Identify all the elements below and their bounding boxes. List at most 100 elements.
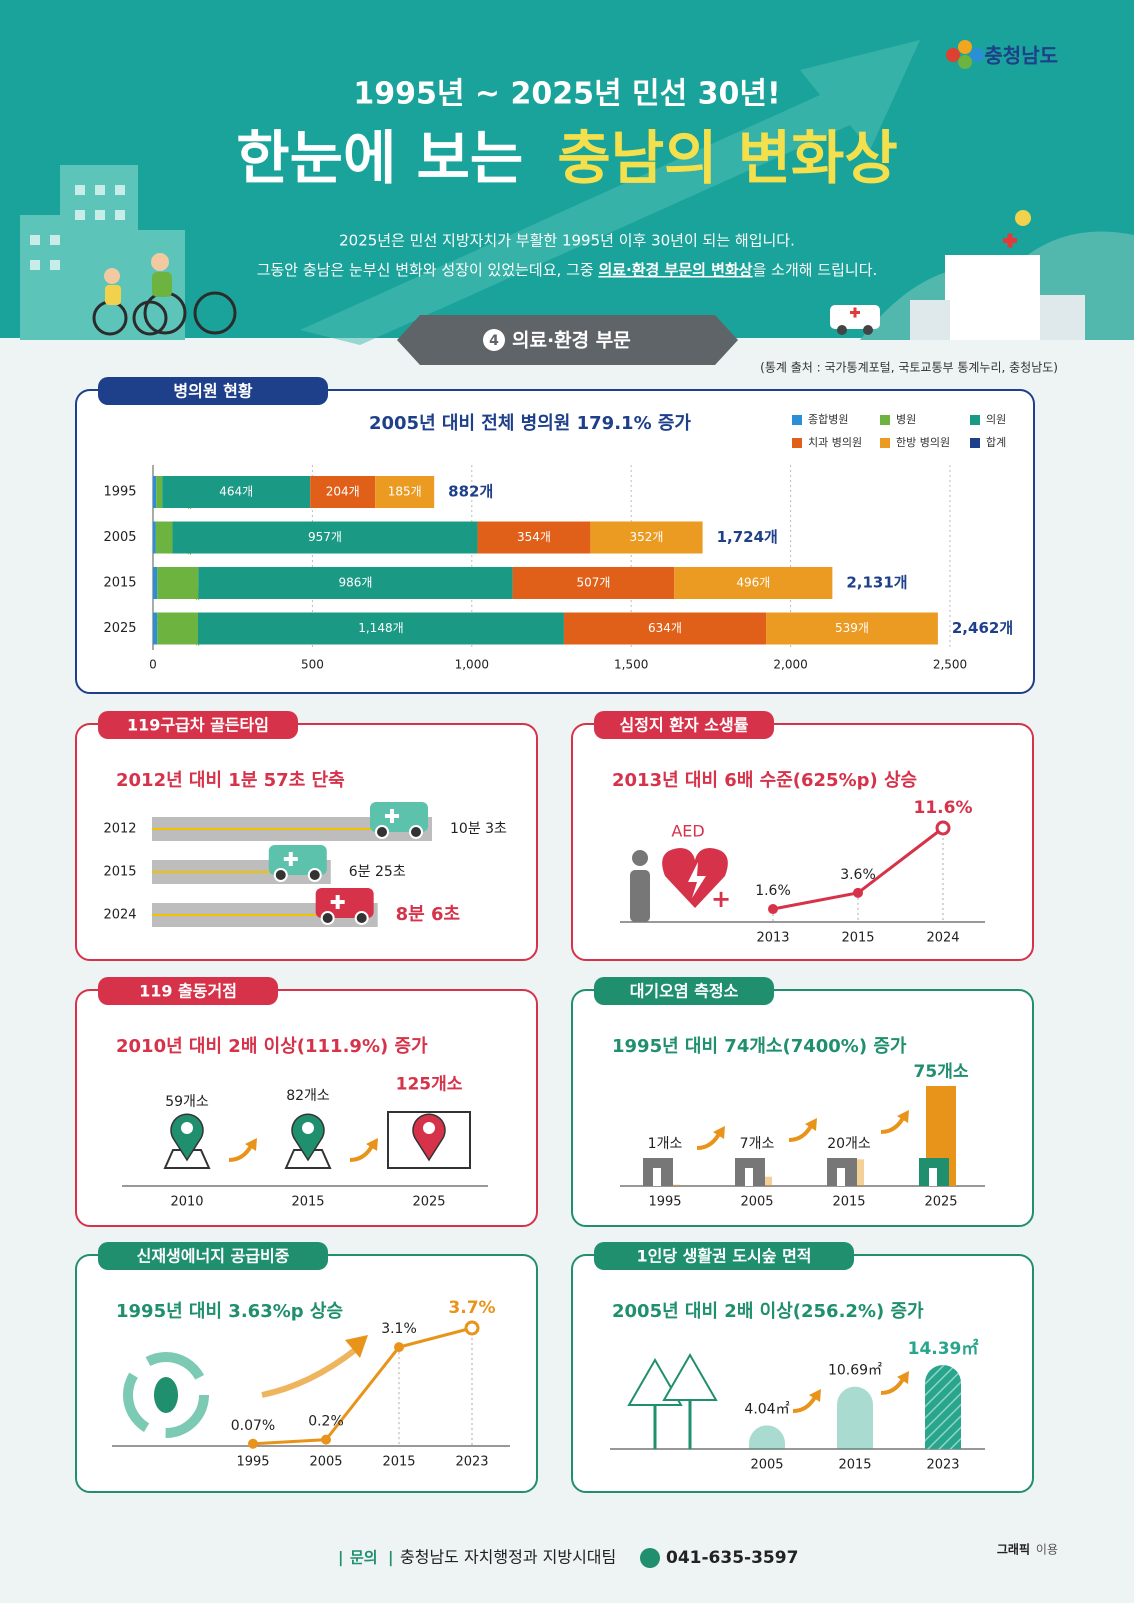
- logo-text: 충청남도: [984, 44, 1058, 68]
- bar-segment: [310, 476, 376, 508]
- value-label: 0.07%: [231, 1418, 275, 1434]
- station-door: [653, 1168, 661, 1186]
- bar-label: 539개: [835, 621, 869, 635]
- line-path: [252, 1326, 473, 1446]
- decor-arrow: [228, 1144, 253, 1162]
- bar-segment: [197, 612, 564, 645]
- arch-bar: [837, 1386, 873, 1449]
- ambulance-wheel: [375, 825, 389, 839]
- point: [935, 820, 951, 836]
- legend-swatch: [880, 438, 890, 448]
- x-tick-label: 0: [149, 658, 157, 672]
- panel: [75, 723, 538, 961]
- footer-divider: |: [338, 1549, 343, 1568]
- decor-arrow: [880, 1116, 905, 1134]
- panel: [571, 1254, 1034, 1493]
- arch-bar: [749, 1425, 785, 1449]
- bar-segment: [157, 567, 199, 599]
- x-tick-label: 2015: [382, 1455, 415, 1470]
- value-label: 8분 6초: [396, 904, 460, 925]
- building-windows: [30, 185, 125, 270]
- panel: [571, 723, 1034, 961]
- point: [853, 887, 863, 898]
- panel-subtitle: 1995년 대비 74개소(7400%) 증가: [612, 1036, 907, 1057]
- bar-label: 957개: [308, 530, 342, 544]
- location-icon: [163, 1113, 211, 1169]
- x-tick-label: 2024: [926, 931, 959, 946]
- x-tick-label: 2025: [924, 1195, 957, 1210]
- intro-emphasis: 의료·환경 부문의 변화상: [598, 261, 752, 279]
- x-tick-label: 2023: [455, 1455, 488, 1470]
- value-label: 14.39㎡: [908, 1338, 979, 1359]
- y-tick-label: 2025: [103, 621, 136, 636]
- bar-segment: [153, 567, 158, 599]
- x-tick-label: 2015: [838, 1458, 871, 1473]
- ambulance-illustration: [830, 305, 880, 335]
- legend-swatch: [970, 415, 980, 425]
- value-label: 4.04㎡: [744, 1401, 789, 1417]
- decor-arrow-head: [366, 1138, 378, 1151]
- panel-subtitle: 2005년 대비 전체 병의원 179.1% 증가: [369, 413, 691, 434]
- x-tick-label: 1,500: [614, 658, 648, 672]
- ambulance-cross: [288, 852, 293, 866]
- decor-arrow-head: [809, 1389, 821, 1402]
- bar-label: 986개: [338, 576, 372, 590]
- bar-segment: [375, 476, 435, 508]
- aed-bolt: [688, 862, 706, 898]
- section-number: 4: [489, 333, 499, 349]
- legend-label: 종합병원: [808, 413, 848, 426]
- phone-icon: [640, 1548, 660, 1568]
- x-tick-label: 2015: [291, 1195, 324, 1210]
- ambulance-wheel: [409, 825, 423, 839]
- bar-segment: [590, 521, 703, 554]
- panel: [75, 989, 538, 1227]
- decor-arrow: [696, 1132, 721, 1150]
- x-tick-label: 2015: [832, 1195, 865, 1210]
- intro-part: 을 소개해 드립니다.: [753, 261, 878, 279]
- value-label: 3.6%: [840, 867, 876, 883]
- panel-tab: [98, 711, 298, 739]
- panel-subtitle: 2005년 대비 2배 이상(256.2%) 증가: [612, 1301, 924, 1322]
- station-door: [929, 1168, 937, 1186]
- recycle-icon: [123, 1352, 209, 1438]
- value-label: 11.6%: [914, 798, 973, 818]
- intro-part: 그동안 충남은 눈부신 변화와 성장이 있었는데요, 그중: [257, 261, 599, 279]
- total-label: 1,724개: [717, 528, 778, 546]
- footer-divider: |: [388, 1549, 393, 1568]
- hospital-building: [910, 233, 1085, 340]
- decor-arrow-head: [897, 1371, 909, 1384]
- bar-label: 464개: [219, 485, 253, 499]
- x-tick-label: 2005: [309, 1455, 342, 1470]
- map-pin-hole: [423, 1122, 435, 1134]
- panel-title: 신재생에너지 공급비중: [137, 1247, 290, 1266]
- location-icon: [284, 1113, 332, 1169]
- panel-subtitle: 2013년 대비 6배 수준(625%p) 상승: [612, 770, 917, 791]
- station-door: [837, 1168, 845, 1186]
- leaf-icon: [154, 1377, 178, 1413]
- panel-title: 119 출동거점: [139, 982, 237, 1001]
- panel-title: 심정지 환자 소생률: [620, 716, 749, 735]
- annotation: AED: [671, 822, 704, 841]
- value-label: 3.1%: [381, 1321, 417, 1337]
- x-tick-label: 1,000: [455, 658, 489, 672]
- y-tick-label: 2005: [103, 530, 136, 545]
- bar-label: 129개: [169, 589, 200, 602]
- bar-segment: [153, 521, 156, 554]
- footer: | 문의 | 충청남도 자치행정과 지방시대팀 041-635-3597 그래픽…: [338, 1542, 1058, 1568]
- legend-swatch: [970, 438, 980, 448]
- y-tick-label: 1995: [103, 485, 136, 500]
- x-tick-label: 2015: [841, 931, 874, 946]
- total-label: 2,462개: [952, 619, 1013, 637]
- value-label: 1개소: [648, 1136, 683, 1152]
- value-label: 82개소: [286, 1088, 330, 1104]
- bar-segment: [155, 521, 173, 554]
- growth-arrow: [300, 40, 920, 345]
- map-pin-hole: [181, 1122, 193, 1134]
- panel-tab: [98, 1242, 328, 1270]
- ambulance-wheel: [320, 911, 335, 925]
- y-tick-label: 2015: [103, 576, 136, 591]
- value-label: 125개소: [396, 1074, 463, 1094]
- panel-tab: [594, 1242, 854, 1270]
- value-label: 10분 3초: [450, 821, 507, 837]
